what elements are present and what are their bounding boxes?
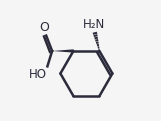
Text: H₂N: H₂N [82,19,105,31]
Text: HO: HO [29,68,47,81]
Polygon shape [52,49,73,53]
Text: O: O [39,21,49,34]
